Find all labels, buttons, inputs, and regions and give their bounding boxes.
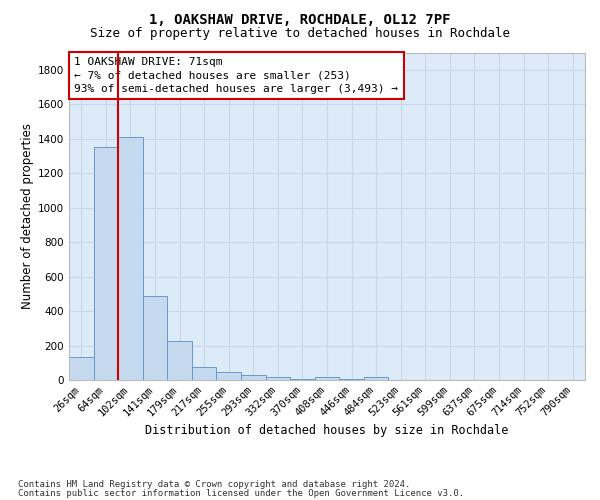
Text: Contains HM Land Registry data © Crown copyright and database right 2024.: Contains HM Land Registry data © Crown c…: [18, 480, 410, 489]
X-axis label: Distribution of detached houses by size in Rochdale: Distribution of detached houses by size …: [145, 424, 509, 437]
Bar: [339, 379, 364, 380]
Bar: [192, 367, 217, 380]
Bar: [364, 378, 388, 380]
Text: Size of property relative to detached houses in Rochdale: Size of property relative to detached ho…: [90, 28, 510, 40]
Text: 1, OAKSHAW DRIVE, ROCHDALE, OL12 7PF: 1, OAKSHAW DRIVE, ROCHDALE, OL12 7PF: [149, 12, 451, 26]
Text: Contains public sector information licensed under the Open Government Licence v3: Contains public sector information licen…: [18, 489, 464, 498]
Bar: [69, 356, 94, 380]
Text: 1 OAKSHAW DRIVE: 71sqm
← 7% of detached houses are smaller (253)
93% of semi-det: 1 OAKSHAW DRIVE: 71sqm ← 7% of detached …: [74, 58, 398, 94]
Bar: [266, 378, 290, 380]
Y-axis label: Number of detached properties: Number of detached properties: [21, 123, 34, 309]
Bar: [315, 376, 339, 380]
Bar: [94, 148, 118, 380]
Bar: [241, 375, 266, 380]
Bar: [167, 341, 192, 380]
Bar: [118, 137, 143, 380]
Bar: [290, 379, 315, 380]
Bar: [143, 296, 167, 380]
Bar: [217, 372, 241, 380]
